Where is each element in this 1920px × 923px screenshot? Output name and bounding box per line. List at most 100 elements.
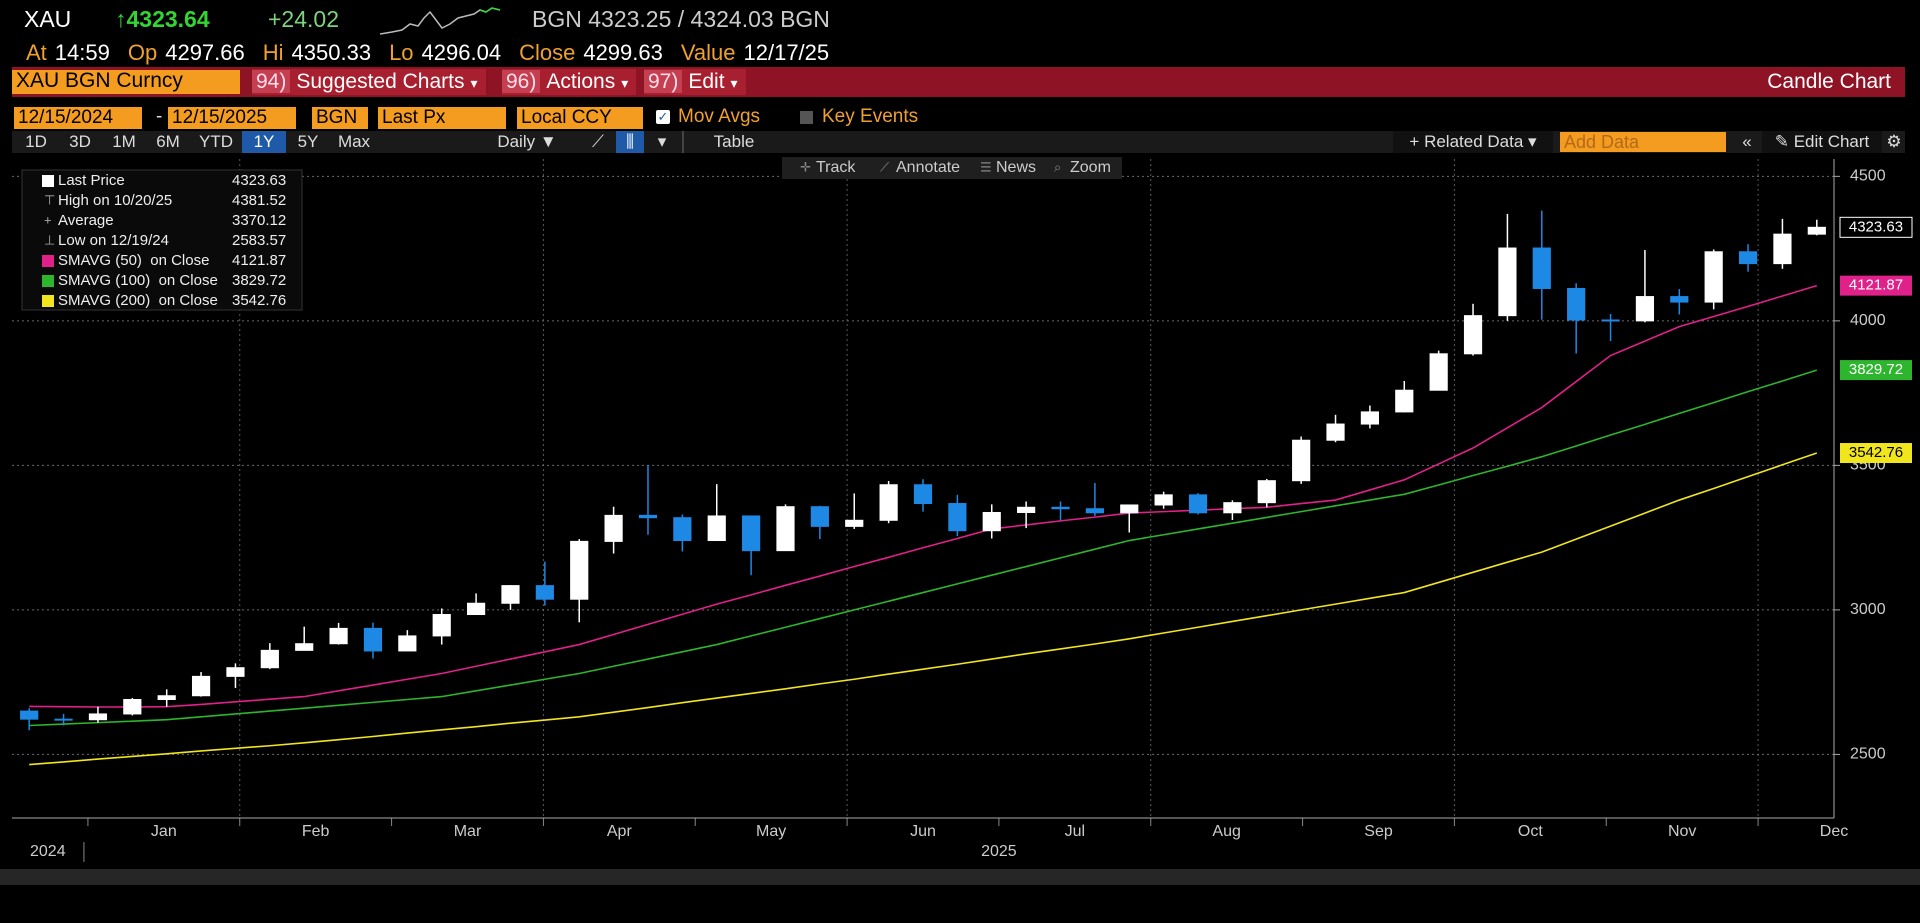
- x-tick-label: Aug: [1212, 823, 1240, 840]
- chart-tool[interactable]: Track: [816, 159, 856, 176]
- x-tick-label: Jul: [1065, 823, 1085, 840]
- legend-icon: ⊤: [44, 192, 55, 207]
- candle-body: [982, 511, 1001, 532]
- candle-body: [1532, 247, 1551, 289]
- candle-body: [1292, 439, 1311, 482]
- candle-body: [88, 713, 108, 721]
- candle-body: [1567, 287, 1586, 321]
- candle-body: [295, 643, 314, 651]
- candle-body: [1017, 506, 1036, 513]
- currency-select[interactable]: Local CCY: [517, 107, 643, 129]
- x-tick-label: Jun: [910, 823, 936, 840]
- candle-body: [1498, 247, 1517, 317]
- legend-value: 3829.72: [232, 272, 286, 289]
- price-tag: 3829.72: [1849, 361, 1903, 378]
- period-button[interactable]: 1M: [112, 132, 136, 151]
- legend-value: 3370.12: [232, 212, 286, 229]
- period-button[interactable]: 1Y: [242, 131, 286, 153]
- period-button[interactable]: 3D: [69, 132, 91, 151]
- chart-tool[interactable]: Zoom: [1070, 159, 1111, 176]
- key-events-checkbox[interactable]: [800, 111, 813, 124]
- menu-bar: XAU BGN Curncy Candle Chart 94) Suggested…: [12, 67, 1905, 97]
- field-select[interactable]: Last Px: [378, 107, 506, 129]
- related-data-button[interactable]: + Related Data ▾: [1393, 131, 1553, 153]
- candle-icon[interactable]: ⫼: [616, 131, 644, 153]
- stat-label: Close: [519, 40, 576, 65]
- candle-body: [776, 506, 795, 552]
- chart-type-dropdown[interactable]: ▾: [657, 132, 667, 151]
- settings-gear[interactable]: ⚙: [1886, 132, 1902, 151]
- chart-tool-icon: ☰: [980, 159, 992, 174]
- legend-value: 4121.87: [232, 252, 286, 269]
- key-events-label[interactable]: Key Events: [822, 106, 919, 127]
- legend-icon: ⊥: [44, 232, 55, 247]
- terminal-page: XAU ↑4323.64 +24.02 BGN 4323.25 / 4324.0…: [0, 6, 1920, 885]
- period-button[interactable]: 5Y: [297, 132, 319, 151]
- menu-button[interactable]: 94) Suggested Charts ▾: [252, 69, 486, 95]
- edit-chart-button[interactable]: ✎ Edit Chart: [1762, 131, 1882, 153]
- x-tick-label: Jan: [151, 823, 177, 840]
- security-field[interactable]: XAU BGN Curncy: [12, 70, 240, 94]
- candle-body: [157, 695, 176, 700]
- menu-button-number: 96): [502, 70, 541, 93]
- last-price: ↑4323.64: [115, 6, 210, 32]
- legend-label: High on 10/20/25: [58, 192, 172, 209]
- legend-icon: +: [44, 212, 52, 227]
- period-button[interactable]: 6M: [156, 132, 180, 151]
- y-tick-label: 2500: [1850, 746, 1886, 763]
- price-tag: 4121.87: [1849, 277, 1903, 294]
- chart-tool[interactable]: Annotate: [896, 159, 960, 176]
- mov-avgs-checkbox[interactable]: ✓: [656, 109, 670, 124]
- legend-value: 4381.52: [232, 192, 286, 209]
- candle-body: [845, 519, 864, 527]
- legend-swatch: [42, 175, 54, 187]
- menu-button[interactable]: 97) Edit ▾: [644, 69, 746, 95]
- candle-body: [707, 515, 726, 542]
- chart-tool-icon: ⌕: [1054, 159, 1061, 174]
- period-button[interactable]: Max: [337, 132, 371, 151]
- candle-body: [1120, 504, 1139, 514]
- menu-button[interactable]: 96) Actions ▾: [502, 69, 637, 95]
- mov-avgs-label[interactable]: Mov Avgs: [678, 106, 761, 127]
- related-label: Related Data: [1424, 132, 1524, 151]
- stat-value: 4297.66: [165, 40, 245, 65]
- table-button[interactable]: Table: [713, 132, 755, 151]
- end-date[interactable]: 12/15/2025: [168, 107, 296, 129]
- candle-body: [20, 710, 39, 720]
- legend-value: 3542.76: [232, 292, 286, 309]
- stats-row: At 14:59 Op 4297.66 Hi 4350.33 Lo 4296.04 Close 4…: [8, 40, 829, 66]
- period-button[interactable]: YTD: [199, 132, 233, 151]
- candle-body: [1463, 315, 1483, 355]
- candle-body: [363, 627, 383, 652]
- chart-tool[interactable]: News: [996, 159, 1036, 176]
- legend-label: SMAVG (100) on Close: [58, 272, 218, 289]
- legend: Last Price 4323.63 ⊤ High on 10/20/25 4381.5…: [21, 169, 303, 311]
- line-icon[interactable]: ⟋: [592, 132, 604, 151]
- candle-body: [467, 602, 486, 616]
- start-date[interactable]: 12/15/2024: [14, 107, 142, 129]
- add-data-field[interactable]: Add Data: [1560, 132, 1726, 152]
- stat-value: 4350.33: [291, 40, 372, 65]
- edit-chart-label: Edit Chart: [1793, 132, 1870, 151]
- legend-label: SMAVG (200) on Close: [58, 292, 218, 309]
- price-tag-bg: [1840, 275, 1912, 296]
- menu-button-caret: ▾: [730, 75, 738, 91]
- period-button[interactable]: 1D: [25, 132, 47, 151]
- chart-tools-bg: [782, 157, 1122, 179]
- menu-button-number: 97): [644, 70, 683, 93]
- source-field[interactable]: BGN: [312, 107, 368, 129]
- price-tag-bg: [1839, 216, 1913, 238]
- menu-button-label: Edit: [688, 70, 725, 93]
- frequency-button[interactable]: Daily ▼: [497, 132, 557, 151]
- collapse-button[interactable]: «: [1742, 132, 1752, 151]
- candle-body: [1223, 502, 1242, 514]
- x-tick-label: Feb: [302, 823, 330, 840]
- chart-kind: Candle Chart: [1767, 70, 1891, 93]
- candle-body: [54, 718, 73, 721]
- legend-swatch: [42, 295, 54, 307]
- y-tick-label: 4500: [1850, 168, 1886, 185]
- candle-body: [1395, 389, 1414, 413]
- candle-body: [570, 540, 589, 600]
- legend-swatch: [42, 275, 54, 287]
